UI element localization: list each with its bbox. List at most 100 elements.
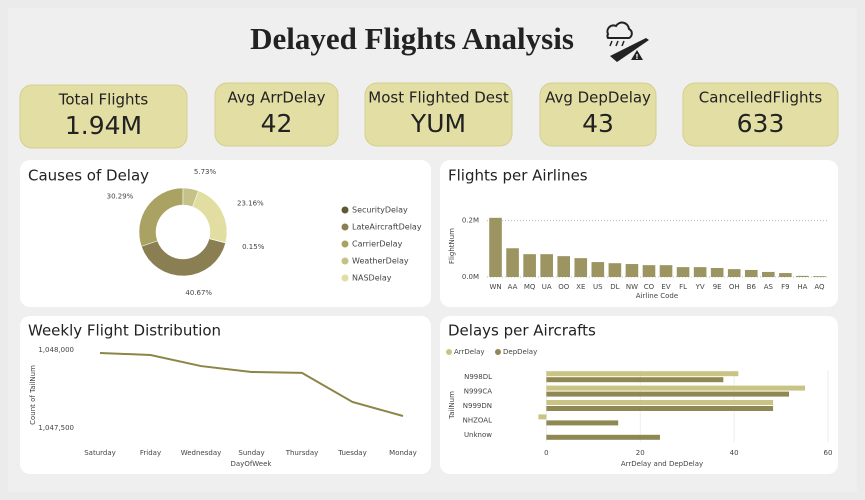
- bar: [659, 265, 673, 277]
- x-tick-label: MQ: [524, 283, 536, 291]
- x-tick-label: OH: [729, 283, 740, 291]
- bar: [538, 414, 547, 420]
- x-tick-label: F9: [781, 283, 789, 291]
- bar: [546, 406, 774, 411]
- data-label: 0.15%: [242, 243, 265, 251]
- kpi-value: 633: [737, 109, 785, 138]
- bar: [557, 256, 571, 277]
- y-axis-title: FlightNum: [448, 228, 456, 264]
- legend-swatch: [341, 257, 349, 265]
- x-tick-label: YV: [695, 283, 705, 291]
- kpi-label: Avg DepDelay: [545, 89, 651, 107]
- x-tick-label: Sunday: [238, 449, 264, 457]
- x-tick-label: Wednesday: [181, 449, 222, 457]
- data-label: 40.67%: [185, 289, 212, 297]
- bar: [608, 263, 622, 277]
- y-tick-label: 0.0M: [462, 273, 479, 281]
- x-tick-label: DL: [610, 283, 619, 291]
- kpi-value: 1.94M: [65, 111, 142, 140]
- data-label: 30.29%: [107, 193, 134, 201]
- kpi-card: [539, 82, 657, 147]
- legend-label: NASDelay: [352, 274, 392, 283]
- legend-label: LateAircraftDelay: [352, 223, 422, 232]
- y-tick-label: NHZOAL: [463, 416, 492, 424]
- bar: [546, 434, 660, 440]
- kpi-label: Avg ArrDelay: [228, 89, 326, 107]
- x-tick-label: Saturday: [84, 449, 116, 457]
- data-label: 23.16%: [237, 200, 264, 208]
- bar: [540, 254, 553, 277]
- bar: [625, 264, 639, 277]
- legend-label: SecurityDelay: [352, 206, 408, 215]
- bar: [489, 217, 502, 277]
- x-tick-label: 40: [730, 449, 739, 457]
- bar: [546, 371, 739, 377]
- x-tick-label: 60: [824, 449, 833, 457]
- x-tick-label: Thursday: [285, 449, 319, 457]
- x-tick-label: NW: [626, 283, 638, 291]
- legend-swatch: [341, 240, 349, 248]
- bar: [546, 400, 774, 405]
- x-tick-label: B6: [747, 283, 757, 291]
- x-tick-label: FL: [679, 283, 687, 291]
- page-title: Delayed Flights Analysis: [250, 21, 574, 56]
- x-tick-label: Friday: [140, 449, 161, 457]
- x-tick-label: CO: [644, 283, 655, 291]
- legend-label: WeatherDelay: [352, 257, 409, 266]
- x-tick-label: 20: [636, 449, 645, 457]
- kpi-label: Total Flights: [58, 91, 149, 109]
- data-label: 5.73%: [194, 168, 217, 176]
- kpi-label: CancelledFlights: [699, 89, 823, 107]
- bar: [813, 276, 826, 277]
- panel: [20, 316, 431, 474]
- bar: [710, 267, 724, 277]
- bar: [762, 271, 775, 277]
- x-tick-label: EV: [661, 283, 670, 291]
- x-tick-label: UA: [542, 283, 552, 291]
- y-tick-label: N999CA: [464, 388, 492, 396]
- x-tick-label: US: [593, 283, 603, 291]
- x-tick-label: AQ: [814, 283, 825, 291]
- bar: [546, 377, 724, 383]
- bar: [642, 265, 656, 277]
- legend-swatch: [495, 349, 501, 355]
- legend-swatch: [341, 223, 349, 231]
- x-tick-label: XE: [576, 283, 585, 291]
- bar: [796, 275, 809, 277]
- y-axis-title: TailNum: [448, 391, 456, 420]
- donut-slice: [192, 190, 228, 243]
- chart-title: Weekly Flight Distribution: [28, 322, 221, 340]
- bar: [727, 269, 741, 277]
- legend-label: CarrierDelay: [352, 240, 403, 249]
- y-tick-label: 1,047,500: [38, 424, 74, 432]
- x-axis-title: DayOfWeek: [231, 460, 273, 468]
- chart-title: Flights per Airlines: [448, 167, 588, 185]
- bar: [546, 385, 806, 391]
- legend-swatch: [341, 206, 349, 214]
- kpi-card: [364, 82, 513, 147]
- x-tick-label: WN: [489, 283, 501, 291]
- kpi-row: Total Flights 1.94M Avg ArrDelay 42 Most Fli…: [19, 82, 839, 149]
- y-tick-label: N998DL: [464, 373, 492, 381]
- x-tick-label: AS: [764, 283, 774, 291]
- bar: [546, 391, 790, 397]
- kpi-value: YUM: [410, 109, 466, 138]
- x-axis-title: ArrDelay and DepDelay: [621, 460, 703, 468]
- y-tick-label: 1,048,000: [38, 346, 74, 354]
- kpi-card: [19, 84, 188, 149]
- bar: [676, 267, 690, 277]
- icon-mark: !: [635, 53, 638, 61]
- x-tick-label: 9E: [713, 283, 722, 291]
- kpi-value: 42: [261, 109, 293, 138]
- kpi-card: [214, 82, 339, 147]
- y-tick-label: 0.2M: [462, 217, 479, 225]
- bar: [523, 254, 536, 277]
- x-tick-label: 0: [544, 449, 548, 457]
- bar: [744, 269, 758, 277]
- y-tick-label: N999DN: [463, 402, 492, 410]
- legend-label: ArrDelay: [454, 348, 485, 356]
- legend-label: DepDelay: [503, 348, 537, 356]
- line: [99, 351, 404, 417]
- donut-slice: [141, 238, 226, 277]
